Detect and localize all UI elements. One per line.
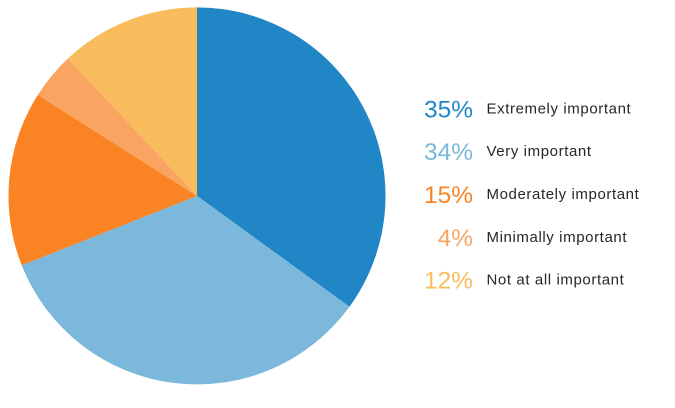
svg-text:35%: 35% xyxy=(424,96,473,123)
svg-text:Not at all important: Not at all important xyxy=(487,272,625,289)
svg-text:34%: 34% xyxy=(424,139,473,166)
svg-text:15%: 15% xyxy=(424,182,473,209)
svg-text:Extremely important: Extremely important xyxy=(487,100,632,117)
svg-text:Minimally important: Minimally important xyxy=(487,229,628,246)
svg-text:4%: 4% xyxy=(438,225,473,252)
svg-text:Very important: Very important xyxy=(487,143,592,160)
svg-text:12%: 12% xyxy=(424,268,473,295)
svg-text:Moderately important: Moderately important xyxy=(487,186,640,203)
